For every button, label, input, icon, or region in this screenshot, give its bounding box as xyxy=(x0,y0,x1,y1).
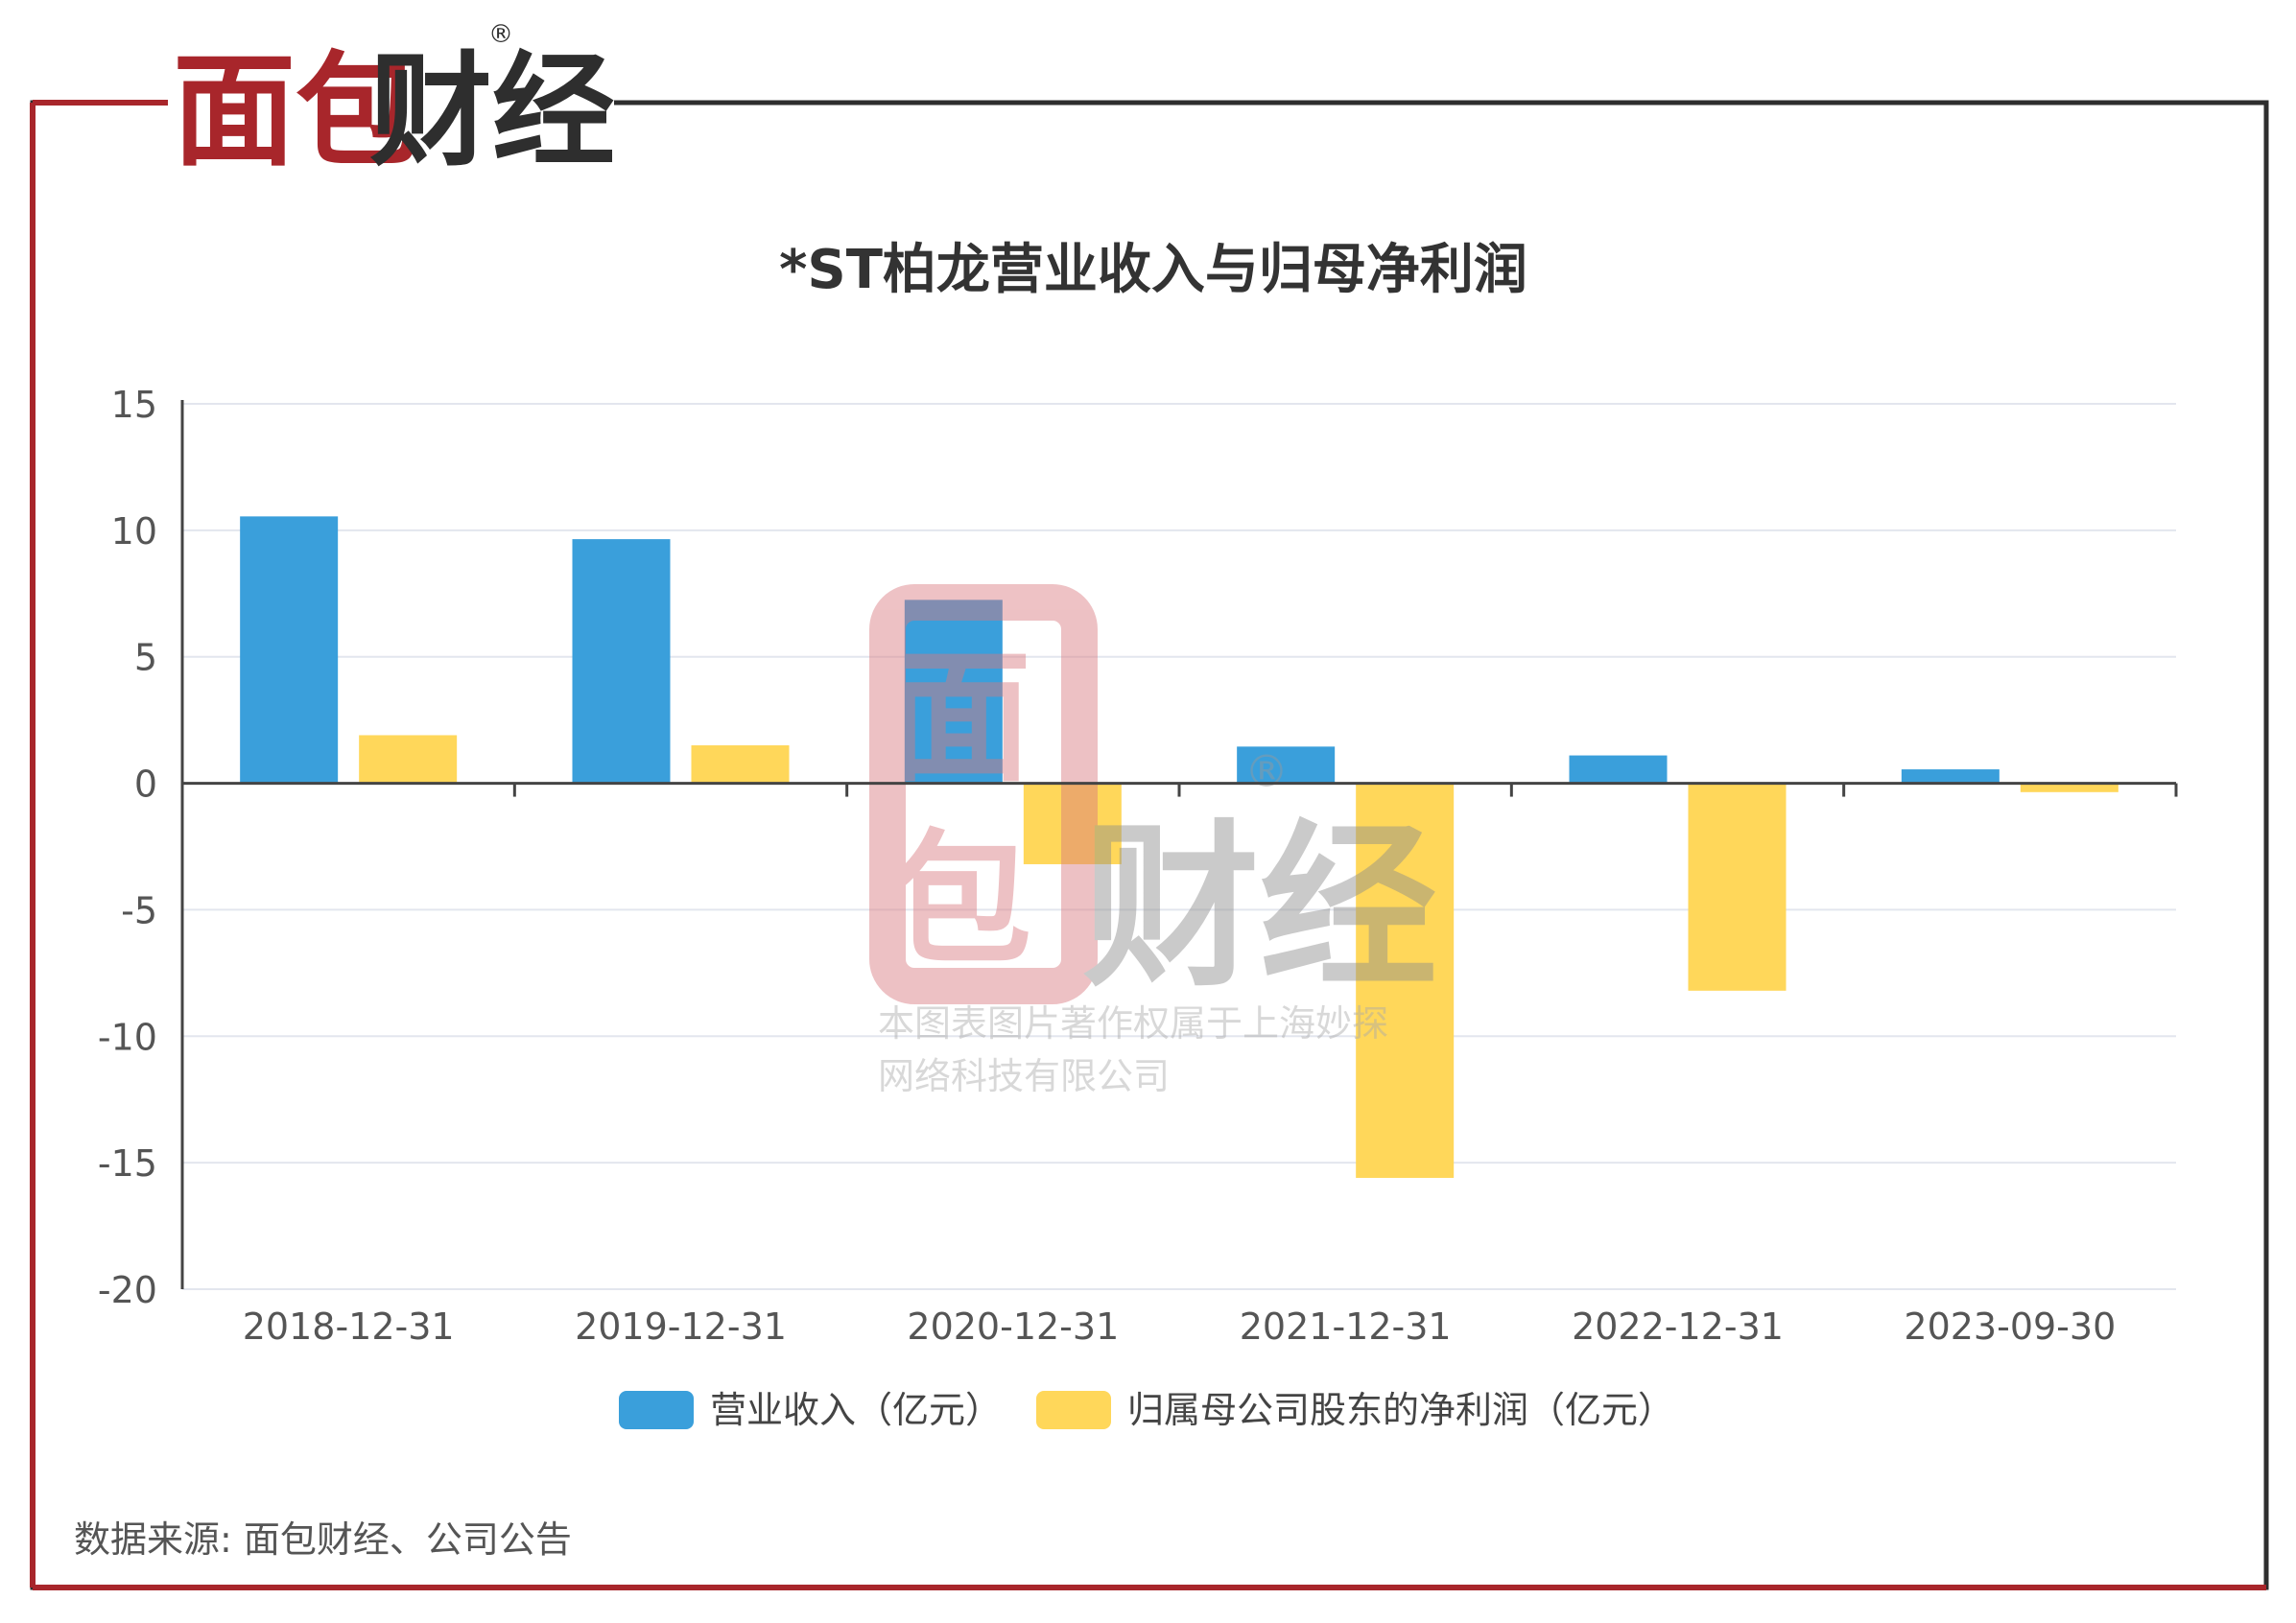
y-tick-label: 5 xyxy=(134,637,157,679)
watermark-line2: 网络科技有限公司 xyxy=(878,1055,1170,1097)
y-tick-label: -10 xyxy=(98,1016,157,1058)
legend-label-net-profit: 归属母公司股东的净利润（亿元） xyxy=(1127,1389,1674,1431)
watermark-seal xyxy=(869,584,1098,1004)
watermark: 面 包 财经 ® 本图表图片著作权属于上海妙探 网络科技有限公司 xyxy=(869,584,1437,1097)
logo-text-red: 面包 xyxy=(173,40,418,183)
axes: 15 10 5 0 -5 -10 -15 -20 2018-12-31 2019-12-31 202… xyxy=(98,384,2178,1348)
x-tick-label: 2021-12-31 xyxy=(1240,1305,1452,1348)
y-tick-label: 0 xyxy=(134,764,157,806)
registered-mark: ® xyxy=(488,20,513,49)
y-tick-label: 15 xyxy=(111,384,157,426)
watermark-line1: 本图表图片著作权属于上海妙探 xyxy=(878,1002,1388,1045)
brand-logo: 面包 财经 ® xyxy=(173,20,615,183)
bars xyxy=(240,516,2118,1178)
legend: 营业收入（亿元） 归属母公司股东的净利润（亿元） xyxy=(619,1389,1674,1431)
bar-net-profit xyxy=(359,735,458,784)
x-tick-label: 2020-12-31 xyxy=(907,1305,1119,1348)
bar-net-profit xyxy=(1688,783,1787,991)
legend-label-revenue: 营业收入（亿元） xyxy=(710,1389,1002,1431)
x-tick-label: 2022-12-31 xyxy=(1572,1305,1784,1348)
x-tick-label: 2019-12-31 xyxy=(575,1305,787,1348)
bar-revenue xyxy=(240,516,339,784)
bar-revenue xyxy=(904,600,1003,784)
y-tick-label: -15 xyxy=(98,1142,157,1185)
bar-revenue xyxy=(572,539,671,784)
watermark-brand-dark: 财经 xyxy=(1082,804,1437,1011)
y-tick-label: -20 xyxy=(98,1269,157,1311)
bar-revenue xyxy=(1901,769,2000,784)
watermark-registered: ® xyxy=(1244,745,1289,797)
chart-title: *ST柏龙营业收入与归母净利润 xyxy=(779,239,1527,301)
y-tick-label: 10 xyxy=(111,510,157,553)
source-note: 数据来源: 面包财经、公司公告 xyxy=(74,1518,572,1561)
bar-net-profit xyxy=(691,745,790,784)
legend-swatch-revenue xyxy=(619,1391,694,1429)
bar-net-profit xyxy=(1023,783,1122,864)
bar-net-profit xyxy=(2020,783,2118,792)
x-tick-label: 2018-12-31 xyxy=(243,1305,455,1348)
watermark-char-1: 面 xyxy=(888,635,1031,802)
watermark-char-2: 包 xyxy=(888,817,1031,984)
frame xyxy=(30,100,2269,1590)
logo-text-dark: 财经 xyxy=(369,40,615,183)
legend-swatch-net-profit xyxy=(1036,1391,1111,1429)
bar-revenue xyxy=(1569,755,1668,784)
bar-net-profit xyxy=(1356,783,1455,1178)
bar-revenue xyxy=(1237,746,1336,784)
x-tick-label: 2023-09-30 xyxy=(1904,1305,2116,1348)
gridlines xyxy=(182,403,2176,1290)
y-tick-label: -5 xyxy=(121,889,157,931)
